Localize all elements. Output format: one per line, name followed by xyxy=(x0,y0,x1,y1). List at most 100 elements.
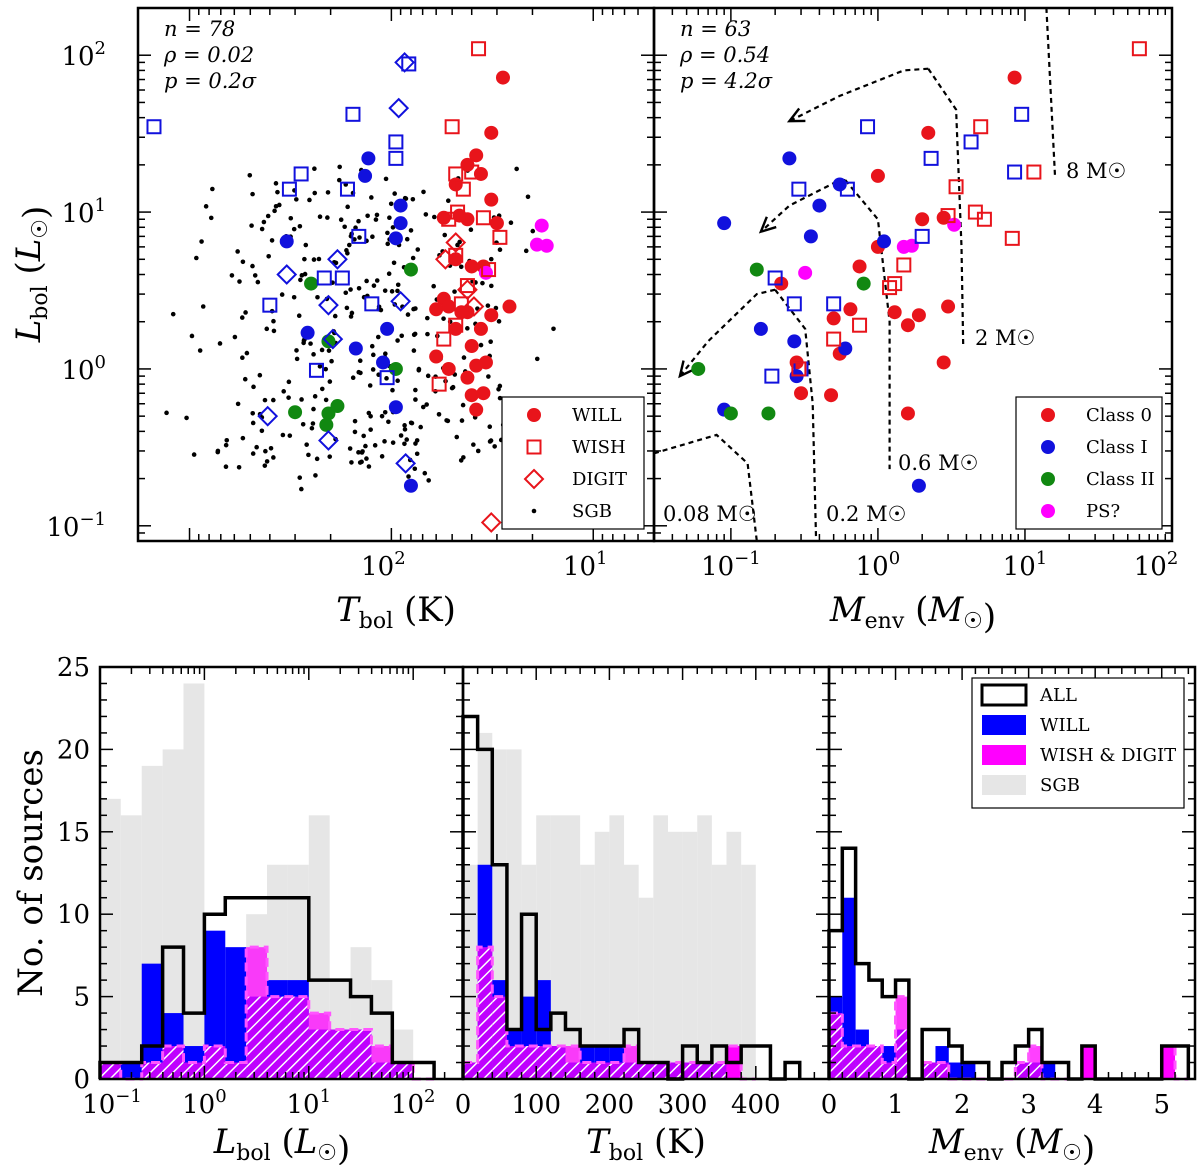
sgb-point xyxy=(356,369,362,375)
sgb-point xyxy=(364,456,369,461)
sgb-point xyxy=(299,486,304,492)
sgb-point xyxy=(386,419,391,425)
sgb-point xyxy=(408,420,414,426)
sgb-point xyxy=(489,283,494,289)
sgb-point xyxy=(200,304,206,309)
sgb-point xyxy=(486,374,491,379)
h2-sgb-bar xyxy=(711,864,727,1079)
data-point xyxy=(288,405,303,420)
sgb-point xyxy=(252,273,258,278)
sgb-point xyxy=(309,425,315,431)
sgb-point xyxy=(229,273,235,278)
h2-overlap-hatch xyxy=(463,1062,478,1079)
h1-x-tick-label: 10−1 xyxy=(82,1086,142,1120)
p2-legend-box xyxy=(1015,396,1163,530)
arrow-head xyxy=(758,216,777,234)
data-point xyxy=(334,270,350,286)
sgb-point xyxy=(360,449,365,454)
h1-sgb-bar xyxy=(100,798,121,1079)
h3-overlap-hatch xyxy=(842,1046,856,1079)
track-label: 0.2 M☉ xyxy=(826,502,906,526)
data-point xyxy=(484,192,499,207)
sgb-point xyxy=(194,255,199,261)
sgb-point xyxy=(345,204,350,210)
data-point xyxy=(761,406,776,421)
sgb-point xyxy=(349,460,354,465)
data-point xyxy=(489,216,504,231)
sgb-point xyxy=(356,450,361,455)
sgb-point xyxy=(364,278,369,284)
h1-overlap-hatch xyxy=(246,996,268,1079)
data-point xyxy=(469,358,484,373)
h2-tick-label: 100 xyxy=(511,1090,561,1120)
h2-sgb-bar xyxy=(741,864,756,1079)
data-point xyxy=(388,231,403,246)
sgb-point xyxy=(302,256,307,262)
data-point xyxy=(1026,164,1042,180)
sgb-point xyxy=(268,446,274,451)
sgb-point xyxy=(261,219,267,225)
sgb-point xyxy=(327,379,333,384)
h1-ytick-label: 25 xyxy=(57,653,90,683)
data-point xyxy=(495,70,510,85)
sgb-point xyxy=(350,375,356,381)
sgb-point xyxy=(551,326,556,332)
sgb-point xyxy=(369,343,375,349)
sgb-point xyxy=(262,397,268,403)
sgb-point xyxy=(291,294,297,300)
sgb-point xyxy=(412,331,418,337)
sgb-point xyxy=(323,397,329,403)
h2-overlap-hatch xyxy=(521,1046,537,1079)
data-point xyxy=(856,276,871,291)
sgb-point xyxy=(223,464,229,470)
sgb-point xyxy=(367,383,373,388)
sgb-point xyxy=(314,456,320,462)
h2-sgb-bar xyxy=(463,864,478,1079)
sgb-point xyxy=(514,166,519,172)
h2-tick-label: 0 xyxy=(455,1090,472,1120)
h1-will-bar xyxy=(225,947,247,1079)
sgb-point xyxy=(421,189,426,195)
h2-overlap-hatch xyxy=(697,1062,712,1079)
track-label: 2 M☉ xyxy=(975,326,1035,350)
p2-legend-marker xyxy=(1041,472,1055,486)
h3-tick-label: 5 xyxy=(1153,1090,1170,1120)
sgb-point xyxy=(390,440,396,445)
h2-sgb-bar xyxy=(609,815,625,1079)
h3-tick-label: 0 xyxy=(821,1090,838,1120)
h2-overlap-hatch xyxy=(565,1062,581,1079)
data-point xyxy=(478,265,493,280)
data-point xyxy=(388,361,403,376)
data-point xyxy=(1131,41,1147,57)
sgb-point xyxy=(408,228,414,233)
data-point xyxy=(330,399,345,414)
data-point xyxy=(308,362,324,378)
sgb-point xyxy=(508,220,514,225)
h3-will-bar xyxy=(842,897,856,1079)
data-point xyxy=(464,164,480,180)
sgb-point xyxy=(371,352,376,358)
data-point xyxy=(539,238,554,253)
sgb-point xyxy=(356,285,362,291)
h2-tick-label: 200 xyxy=(585,1090,635,1120)
h2-xlabel: Tbol (K) xyxy=(586,1122,706,1165)
data-point xyxy=(753,321,768,336)
data-point xyxy=(915,212,930,227)
data-point xyxy=(791,181,807,197)
h2-overlap-hatch xyxy=(711,1062,727,1079)
h2-overlap-hatch xyxy=(638,1062,654,1079)
sgb-point xyxy=(390,387,395,393)
data-point xyxy=(339,181,355,197)
sgb-point xyxy=(375,334,381,340)
h2-overlap-hatch xyxy=(477,947,493,1079)
h1-sgb-bar xyxy=(183,683,205,1079)
data-point xyxy=(900,318,915,333)
data-point xyxy=(973,119,989,135)
data-point xyxy=(843,302,858,317)
p2-xlabel: Menv (M☉) xyxy=(829,590,996,637)
h2-overlap-hatch xyxy=(550,1046,566,1079)
sgb-point xyxy=(385,230,390,236)
data-point xyxy=(963,134,979,150)
sgb-point xyxy=(468,227,474,233)
h1-x-tick-label: 101 xyxy=(287,1086,332,1120)
